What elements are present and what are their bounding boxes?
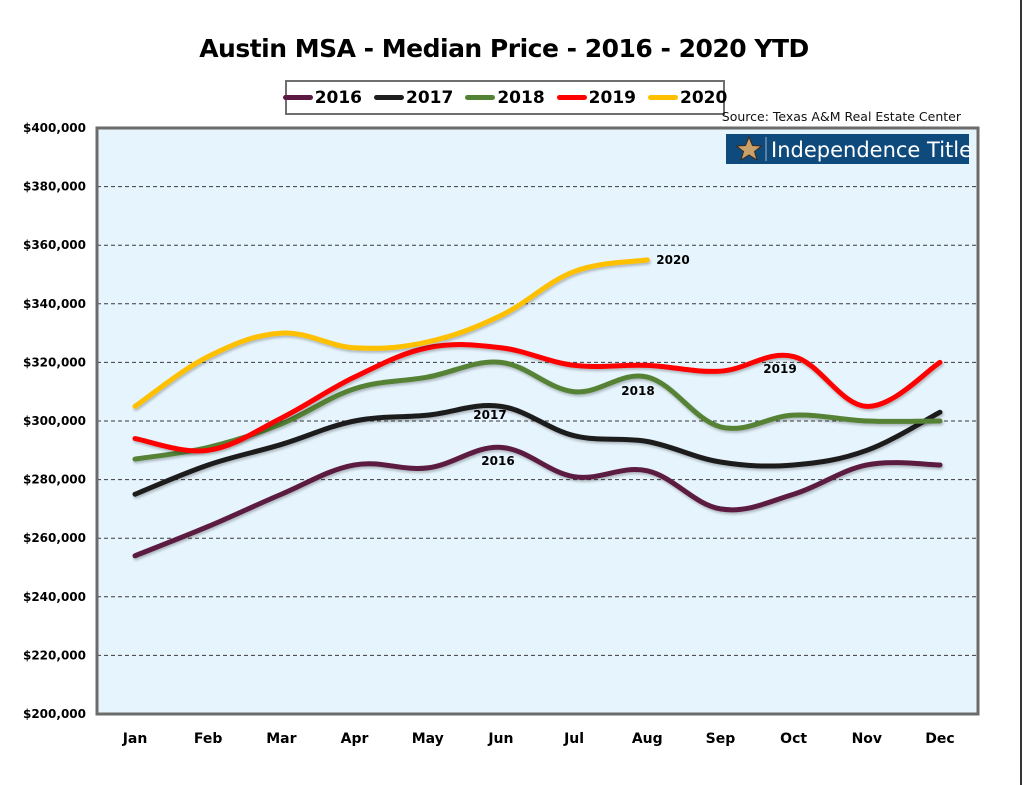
series-label-2017: 2017 (473, 408, 506, 422)
legend-swatch (648, 95, 678, 100)
y-tick-label: $220,000 (23, 648, 86, 662)
series-line-2016 (132, 444, 943, 559)
legend-label: 2018 (497, 87, 545, 108)
star-icon (735, 135, 763, 162)
legend-item-2019: 2019 (556, 87, 636, 108)
y-tick-label: $320,000 (23, 355, 86, 369)
legend-swatch (374, 95, 405, 100)
x-tick-label: May (412, 731, 444, 747)
y-tick-label: $400,000 (23, 121, 86, 135)
legend-swatch (556, 95, 587, 100)
legend-label: 2017 (406, 87, 454, 108)
series-label-2020: 2020 (656, 253, 689, 267)
x-tick-label: Oct (780, 731, 807, 747)
x-axis-ticks: Jan Feb Mar Apr May Jun Jul Aug Sep Oct Nov Dec (122, 731, 955, 747)
series-line-2019 (132, 342, 943, 454)
legend-label: 2019 (588, 87, 636, 108)
legend-item-2016: 2016 (282, 87, 363, 108)
series-label-2016: 2016 (481, 454, 514, 468)
independence-title-logo: Independence Title (726, 134, 972, 164)
x-tick-label: Apr (341, 731, 369, 747)
y-axis-ticks: $200,000 $220,000 $240,000 $260,000 $280,000… (23, 121, 86, 721)
x-tick-label: Jan (122, 731, 148, 747)
frame-edge (1020, 0, 1022, 785)
x-tick-label: Aug (632, 731, 663, 747)
y-tick-label: $200,000 (23, 707, 86, 721)
y-tick-label: $380,000 (23, 180, 86, 194)
x-tick-label: Sep (706, 731, 736, 747)
legend-swatch (465, 95, 496, 100)
legend-item-2017: 2017 (374, 88, 453, 108)
x-tick-label: Jun (487, 731, 513, 747)
series-label-2018: 2018 (621, 384, 654, 398)
series-label-2019: 2019 (763, 362, 796, 376)
legend-swatch (282, 95, 313, 100)
y-tick-label: $340,000 (23, 297, 86, 311)
y-tick-label: $260,000 (23, 531, 86, 545)
series-lines (132, 257, 943, 559)
y-tick-label: $360,000 (23, 238, 86, 252)
series-labels: 2016 2017 2018 2019 2020 (473, 253, 796, 468)
source-note: Source: Texas A&M Real Estate Center (721, 109, 961, 124)
legend-item-2018: 2018 (465, 87, 545, 108)
series-line-2020 (132, 257, 650, 409)
plot-border (95, 126, 980, 716)
x-tick-label: Jul (563, 731, 584, 747)
x-tick-label: Mar (266, 731, 296, 747)
legend-label: 2020 (680, 87, 728, 108)
y-tick-label: $280,000 (23, 473, 86, 487)
x-tick-label: Feb (194, 731, 223, 747)
chart-title: Austin MSA - Median Price - 2016 - 2020 … (199, 34, 809, 63)
x-tick-label: Nov (852, 731, 882, 747)
series-line-2018 (132, 359, 943, 462)
y-tick-label: $240,000 (23, 590, 86, 604)
legend-item-2020: 2020 (648, 88, 727, 108)
series-line-2017 (132, 403, 943, 497)
legend: 2016 2017 2018 2019 2020 (282, 80, 727, 115)
y-tick-label: $300,000 (23, 414, 86, 428)
logo-text: Independence Title (771, 138, 972, 162)
legend-label: 2016 (314, 87, 363, 108)
x-tick-label: Dec (925, 731, 954, 747)
